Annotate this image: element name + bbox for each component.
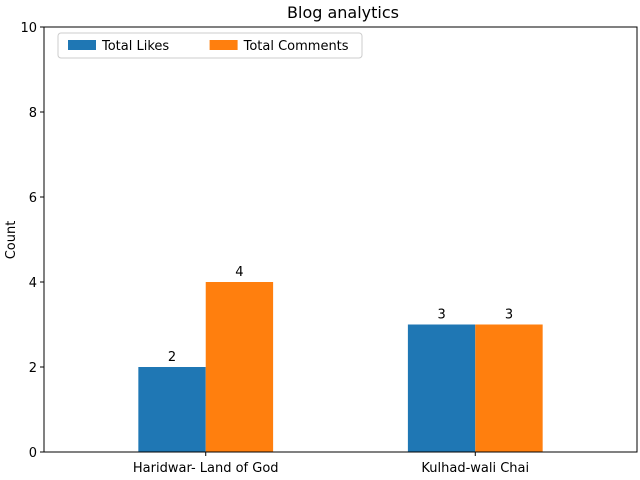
legend-swatch: [209, 40, 238, 50]
y-tick-label: 8: [29, 106, 37, 121]
data-label: 4: [235, 265, 243, 280]
y-tick-label: 4: [29, 276, 37, 291]
legend-label: Total Likes: [101, 39, 169, 54]
legend: Total Likes Total Comments: [57, 32, 363, 59]
bar: [205, 282, 274, 452]
y-tick-label: 6: [29, 191, 37, 206]
data-label: 3: [505, 308, 513, 323]
y-tick-label: 0: [29, 446, 37, 461]
x-tick-label: Kulhad-wali Chai: [421, 461, 529, 476]
legend-swatch: [68, 40, 96, 50]
bar: [407, 324, 476, 452]
bar: [138, 367, 206, 452]
plot-area: 2 3 4 3 0 2 4 6 8 10 Haridwar- Land of God Kulhad-w…: [20, 21, 638, 476]
y-tick-label: 2: [29, 361, 37, 376]
y-tick-label: 10: [20, 21, 37, 36]
chart-title: Blog analytics: [287, 3, 399, 22]
axes-frame: [43, 26, 638, 453]
data-label: 2: [168, 350, 176, 365]
legend-label: Total Comments: [243, 39, 349, 54]
bar: [475, 324, 543, 452]
y-axis-label: Count: [4, 221, 19, 260]
x-tick-label: Haridwar- Land of God: [133, 461, 279, 476]
data-label: 3: [437, 308, 445, 323]
